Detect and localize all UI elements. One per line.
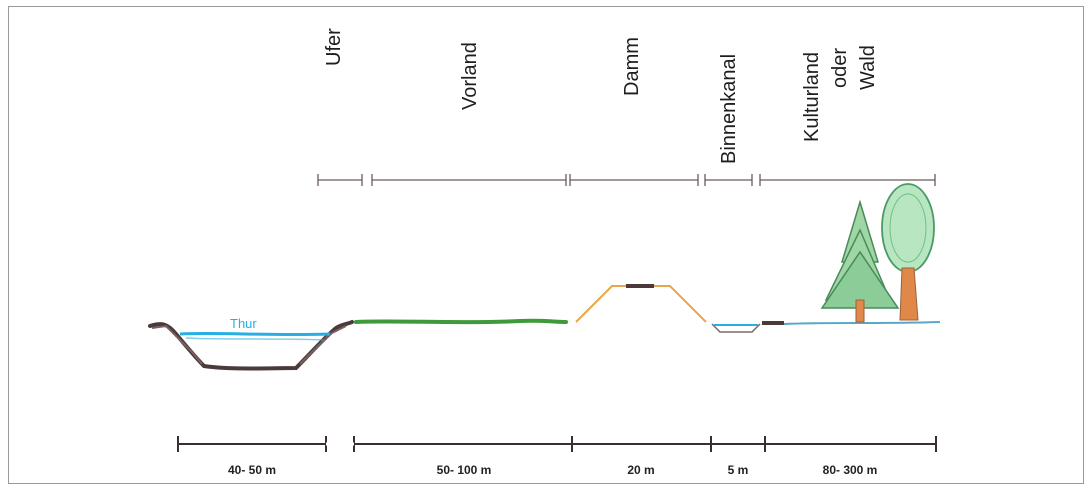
- dimension-label-kulturland: 80- 300 m: [823, 463, 878, 477]
- zone-scale-top: [318, 174, 935, 186]
- zone-label-wald: Wald: [857, 45, 879, 90]
- riverbank-right: [300, 326, 346, 364]
- dam-slopes: [576, 286, 706, 322]
- zone-span-vorland: [372, 174, 566, 186]
- zone-label-vorland: Vorland: [459, 42, 481, 110]
- vorland-meadow: [356, 321, 566, 322]
- dimension-scale-bottom: [178, 436, 936, 452]
- zone-span-binnenkanal: [705, 174, 752, 186]
- dimension-label-vorland: 50- 100 m: [437, 463, 492, 477]
- river-label: Thur: [230, 316, 257, 331]
- zone-label-kulturland: Kulturland: [801, 52, 823, 142]
- river-water-shadow: [186, 338, 324, 340]
- river-channel: Thur: [150, 316, 352, 369]
- inland-canal: [712, 323, 784, 332]
- dimension-label-binnenkanal: 5 m: [728, 463, 749, 477]
- zone-span-ufer: [318, 174, 362, 186]
- zone-label-ufer: Ufer: [323, 28, 345, 66]
- dam: [576, 286, 706, 322]
- zone-label-damm: Damm: [621, 37, 643, 96]
- zone-span-damm: [570, 174, 698, 186]
- dimension-label-damm: 20 m: [627, 463, 654, 477]
- dimension-label-ufer: 40- 50 m: [228, 463, 276, 477]
- river-water: [180, 333, 330, 334]
- zone-label-oder: oder: [829, 48, 851, 88]
- zone-label-binnenkanal: Binnenkanal: [718, 54, 740, 164]
